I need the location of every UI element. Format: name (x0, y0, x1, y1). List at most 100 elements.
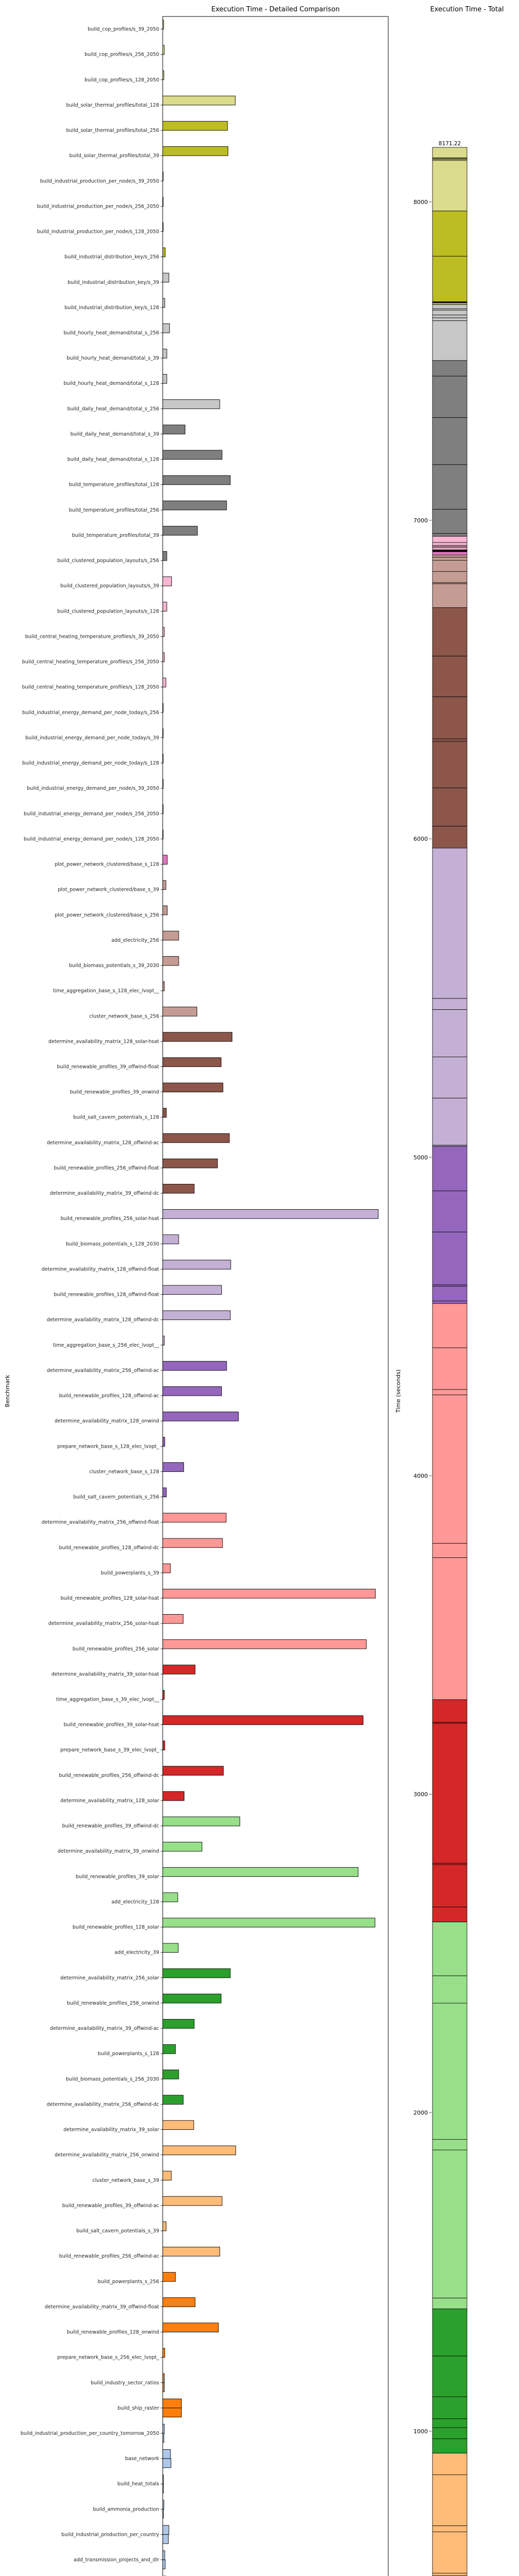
stack-segment (432, 571, 468, 583)
bar-feature (162, 2196, 222, 2206)
stack-segment (432, 826, 468, 849)
y-tick-label: build_renewable_profiles_256_offwind-dc (59, 1773, 159, 1778)
bar-feature (162, 2070, 179, 2079)
bar-feature (162, 399, 220, 409)
bar-feature (162, 2019, 195, 2029)
bar-feature (162, 1487, 167, 1497)
bar-main (162, 2408, 182, 2418)
bar-feature (162, 1437, 165, 1447)
stack-segment (432, 2526, 468, 2532)
bar-feature (162, 2348, 165, 2358)
bar-feature (162, 425, 185, 434)
y-tick-label: build_renewable_profiles_39_solar (76, 1874, 159, 1879)
y-tick-label: build_industrial_distribution_key/s_39 (67, 280, 159, 285)
bar-feature (162, 880, 166, 890)
y-tick-label: determine_availability_matrix_39_solar-h… (51, 1671, 159, 1677)
y-tick-label: 5000 (413, 1154, 428, 1161)
bar-feature (162, 956, 179, 966)
stack-segment (432, 1286, 468, 1301)
bar-feature (162, 374, 167, 384)
y-tick-label: build_industrial_energy_demand_per_node_… (22, 710, 159, 716)
y-tick-label: plot_power_network_clustered/base_s_128 (55, 862, 159, 868)
y-tick-label: determine_availability_matrix_39_solar (63, 2127, 159, 2133)
y-tick-label: time_aggregation_base_s_128_elec_lvopt__ (53, 988, 159, 994)
stack-segment (432, 2149, 468, 2298)
y-tick-label: build_clustered_population_layouts/s_128 (57, 608, 159, 614)
y-tick-label: build_cop_profiles/s_128_2050 (84, 77, 159, 83)
stack-segment (432, 308, 468, 311)
stack-segment (432, 1097, 468, 1146)
y-tick-label: determine_availability_matrix_256_offwin… (42, 1520, 160, 1526)
stack-segment (432, 2453, 468, 2475)
bar-feature (162, 855, 168, 865)
stack-segment (432, 211, 468, 257)
bar-feature (162, 1462, 184, 1472)
y-tick-label: build_powerplants_s_39 (101, 1570, 159, 1576)
y-tick-label: build_daily_heat_demand/total_s_39 (71, 431, 159, 437)
bar-feature (162, 2449, 171, 2459)
y-tick-label: build_renewable_profiles_128_offwind-ac (59, 1393, 159, 1399)
bar-feature (162, 298, 165, 308)
stack-segment (432, 376, 468, 418)
total-chart-title: Execution Time - Total (430, 6, 504, 13)
stack-segment (432, 1009, 468, 1057)
y-tick-label: build_renewable_profiles_256_solar-hsat (61, 1216, 160, 1222)
bar-feature (162, 1614, 184, 1624)
y-tick-label: build_renewable_profiles_39_onwind (70, 1090, 159, 1095)
total-panel: Execution Time - Total Time (seconds) Ru… (395, 6, 504, 2576)
y-tick-label: build_industrial_production_per_node/s_2… (37, 204, 159, 209)
stack-segment (432, 147, 468, 158)
bar-feature (162, 2525, 169, 2535)
stack-segment (432, 360, 468, 377)
y-tick-label: determine_availability_matrix_39_offwind… (50, 2026, 159, 2031)
detailed-axes-frame (162, 16, 389, 2576)
bar-feature (162, 526, 198, 536)
y-tick-label: build_industrial_production_per_node/s_1… (37, 229, 159, 235)
y-tick-label: build_renewable_profiles_128_onwind (67, 2330, 159, 2335)
bar-feature (162, 2398, 182, 2409)
bar-feature (162, 1892, 178, 1902)
stack-segment (432, 302, 468, 305)
bar-feature (162, 1968, 231, 1978)
y-tick-label: build_industrial_production_per_country_… (21, 2431, 159, 2436)
stack-segment (432, 2003, 468, 2140)
bar-feature (162, 121, 228, 131)
y-tick-label: determine_availability_matrix_256_offwin… (47, 2102, 159, 2107)
bar-feature (162, 577, 172, 586)
y-tick-label: build_salt_cavern_potentials_s_39 (76, 2228, 159, 2234)
y-tick-label: build_industrial_production_per_country (61, 2532, 159, 2537)
stack-segment (432, 536, 468, 543)
stack-segment (432, 1862, 468, 1865)
stack-segment (432, 1395, 468, 1544)
stack-segment (432, 848, 468, 999)
y-tick-label: add_electricity_256 (111, 938, 159, 943)
y-tick-label: build_powerplants_s_128 (98, 2051, 159, 2057)
stack-segment (432, 320, 468, 361)
bar-feature (162, 348, 167, 359)
y-tick-label: build_powerplants_s_256 (98, 2279, 159, 2284)
bar-feature (162, 1209, 378, 1219)
bar-feature (162, 146, 229, 156)
bar-feature (162, 323, 170, 333)
stack-segment (432, 464, 468, 510)
y-tick-label: 6000 (413, 836, 428, 842)
stack-segment (432, 417, 468, 465)
stack-segment (432, 1303, 468, 1348)
bar-feature (162, 1158, 218, 1168)
y-tick-label: build_clustered_population_layouts/s_39 (60, 583, 159, 589)
bar-feature (162, 2044, 176, 2054)
total-label: 8171.22 (439, 141, 461, 147)
y-tick-label: build_hourly_heat_demand/total_s_39 (66, 355, 159, 361)
bar-feature (162, 1361, 227, 1371)
y-tick-label: build_industrial_energy_demand_per_node/… (24, 836, 159, 842)
bar-feature (162, 1993, 221, 2004)
stack-segment (432, 542, 468, 546)
y-tick-label: build_renewable_profiles_39_offwind-ac (62, 2203, 159, 2209)
bar-feature (162, 2095, 184, 2105)
y-tick-label: build_renewable_profiles_256_solar (73, 1646, 159, 1652)
stack-segment (432, 2418, 468, 2428)
stack-segment (432, 1975, 468, 2004)
y-tick-label: 2000 (413, 2110, 428, 2116)
y-tick-label: build_biomass_potentials_s_256_2030 (66, 2076, 159, 2082)
y-tick-label: time_aggregation_base_s_39_elec_lvopt__ (56, 1697, 159, 1703)
